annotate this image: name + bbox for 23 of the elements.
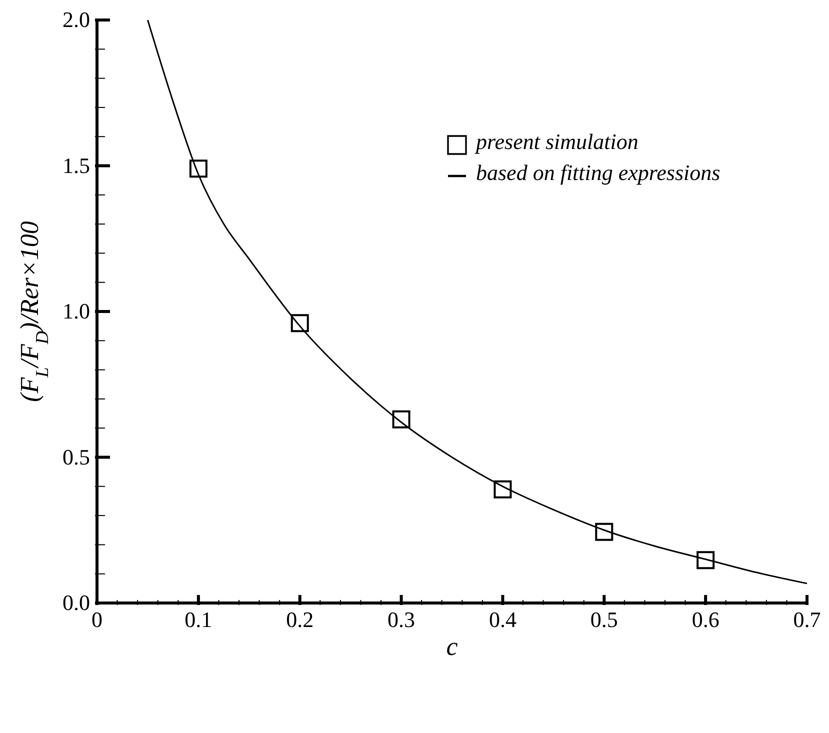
x-tick-label: 0 (92, 607, 102, 632)
x-tick-label: 0.5 (590, 607, 618, 632)
x-tick-label: 0.2 (286, 607, 314, 632)
legend-label: based on fitting expressions (476, 160, 720, 185)
y-tick-label: 0.0 (62, 590, 90, 615)
y-tick-label: 1.5 (62, 152, 90, 178)
x-tick-label: 0.3 (388, 607, 416, 632)
point (392, 410, 410, 428)
x-tick-label: 0.6 (692, 607, 720, 632)
legend-label: present simulation (476, 129, 638, 154)
x-tick-label: 0.7 (793, 607, 821, 632)
y-tick-label: 1.0 (62, 298, 90, 324)
x-tick-label: 0.4 (488, 607, 516, 632)
line-series (146, 20, 807, 584)
x-tick-label: 0.1 (184, 607, 212, 632)
point (189, 160, 208, 178)
point (595, 522, 614, 541)
x-axis-title: c (446, 632, 458, 661)
point (696, 551, 715, 570)
point (290, 314, 309, 332)
point (494, 480, 512, 498)
y-tick-label: 0.5 (62, 444, 90, 470)
y-tick-label: 2.0 (62, 7, 90, 32)
